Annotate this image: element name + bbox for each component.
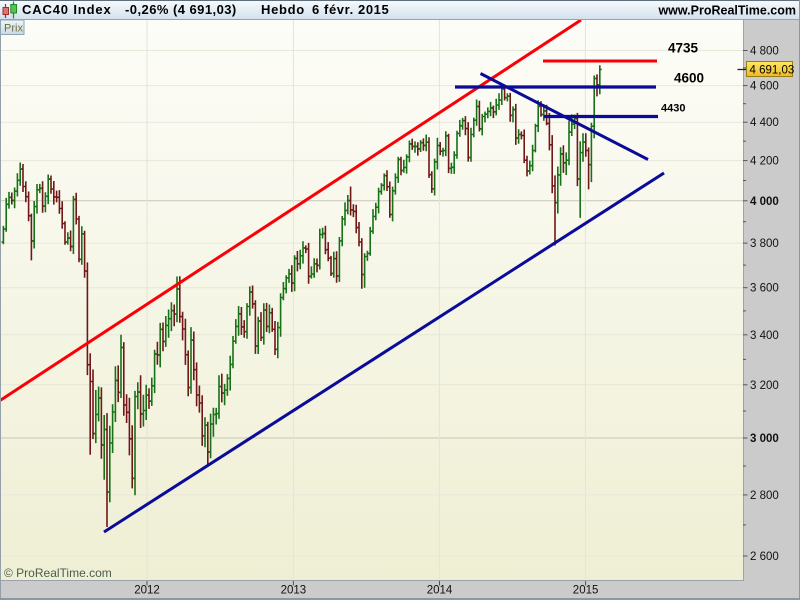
- svg-text:-0,26% (4 691,03): -0,26% (4 691,03): [125, 2, 237, 17]
- svg-text:2 600: 2 600: [750, 551, 779, 563]
- svg-text:4 000: 4 000: [750, 196, 779, 208]
- svg-text:4 600: 4 600: [750, 81, 779, 93]
- svg-text:4735: 4735: [668, 41, 699, 56]
- svg-text:2 800: 2 800: [750, 490, 779, 502]
- svg-text:6 févr. 2015: 6 févr. 2015: [312, 2, 389, 17]
- svg-text:3 000: 3 000: [750, 433, 779, 445]
- svg-text:2012: 2012: [134, 585, 160, 597]
- svg-text:4 691,03: 4 691,03: [750, 65, 795, 77]
- svg-text:4 800: 4 800: [750, 46, 779, 58]
- svg-text:2013: 2013: [281, 585, 307, 597]
- svg-text:4 200: 4 200: [750, 156, 779, 168]
- svg-text:3 600: 3 600: [750, 283, 779, 295]
- svg-text:CAC40 Index: CAC40 Index: [22, 2, 112, 17]
- svg-text:4 400: 4 400: [750, 117, 779, 129]
- svg-text:3 400: 3 400: [750, 330, 779, 342]
- svg-text:2014: 2014: [427, 585, 453, 597]
- svg-text:4600: 4600: [674, 71, 704, 86]
- svg-text:4430: 4430: [661, 103, 685, 115]
- svg-text:© ProRealTime.com: © ProRealTime.com: [4, 566, 112, 580]
- svg-text:2015: 2015: [573, 585, 599, 597]
- svg-text:Prix: Prix: [4, 23, 23, 35]
- svg-text:3 800: 3 800: [750, 238, 779, 250]
- svg-text:www.ProRealTime.com: www.ProRealTime.com: [657, 4, 796, 18]
- svg-text:3 200: 3 200: [750, 380, 779, 392]
- svg-text:Hebdo: Hebdo: [261, 2, 305, 17]
